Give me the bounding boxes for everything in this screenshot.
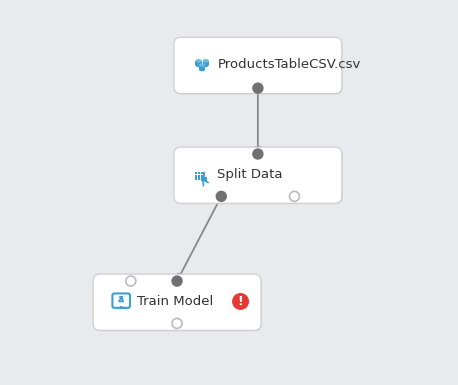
Ellipse shape (196, 59, 202, 63)
Circle shape (126, 276, 136, 286)
Text: Train Model: Train Model (136, 295, 213, 308)
Bar (198, 172, 200, 174)
Ellipse shape (199, 63, 205, 67)
Ellipse shape (196, 64, 202, 67)
Text: ProductsTableCSV.csv: ProductsTableCSV.csv (218, 58, 361, 71)
Bar (198, 175, 200, 177)
FancyBboxPatch shape (196, 61, 202, 65)
Circle shape (172, 318, 182, 328)
Ellipse shape (199, 68, 205, 71)
Bar (195, 177, 197, 179)
Bar (198, 177, 200, 179)
Text: !: ! (238, 295, 243, 308)
Circle shape (216, 191, 226, 201)
FancyBboxPatch shape (94, 275, 262, 331)
FancyBboxPatch shape (174, 147, 342, 203)
Bar (201, 175, 203, 177)
Circle shape (232, 293, 249, 310)
Bar (201, 175, 202, 181)
FancyBboxPatch shape (199, 65, 205, 70)
Ellipse shape (202, 59, 209, 63)
Circle shape (253, 83, 263, 93)
FancyBboxPatch shape (202, 61, 209, 65)
Bar (205, 177, 207, 181)
FancyBboxPatch shape (175, 38, 343, 95)
Bar (201, 172, 203, 174)
Bar (195, 172, 197, 174)
Ellipse shape (202, 64, 209, 67)
FancyBboxPatch shape (174, 37, 342, 94)
Bar (201, 177, 203, 179)
Bar (203, 172, 205, 181)
FancyBboxPatch shape (93, 274, 261, 330)
FancyBboxPatch shape (175, 148, 343, 204)
Bar (195, 175, 197, 177)
Circle shape (253, 149, 263, 159)
Circle shape (172, 276, 182, 286)
Circle shape (289, 191, 300, 201)
Text: Split Data: Split Data (218, 168, 283, 181)
